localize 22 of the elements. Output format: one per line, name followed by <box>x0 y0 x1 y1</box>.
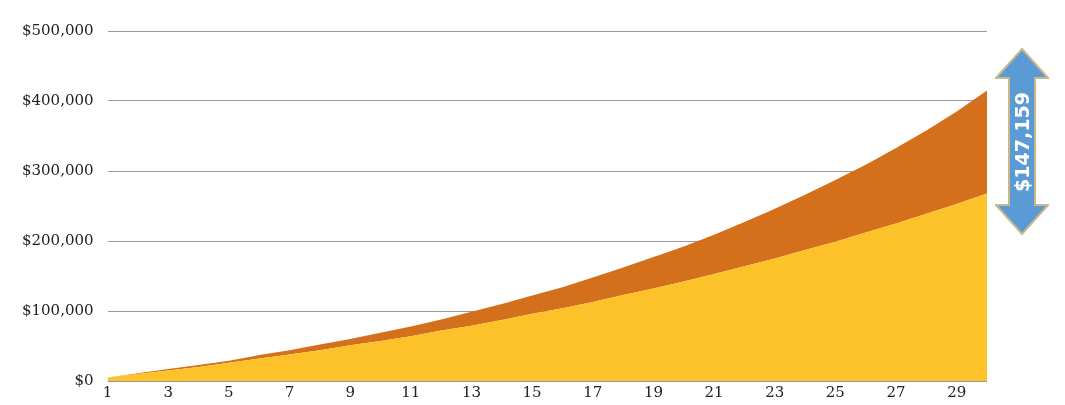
x-tick-label: 13 <box>461 382 482 401</box>
x-tick-label: 17 <box>583 382 603 401</box>
y-tick-label: $200,000 <box>21 230 94 249</box>
y-tick-label: $400,000 <box>21 90 94 109</box>
x-tick-label: 11 <box>401 382 421 401</box>
x-tick-label: 27 <box>886 382 906 401</box>
x-tick-label: 29 <box>947 382 967 401</box>
y-tick-label: $0 <box>74 370 94 389</box>
y-tick-label: $500,000 <box>21 20 94 39</box>
y-tick-label: $100,000 <box>21 300 94 319</box>
y-tick-label: $300,000 <box>21 160 94 179</box>
x-tick-label: 21 <box>704 382 724 401</box>
x-tick-label: 19 <box>643 382 663 401</box>
x-tick-label: 7 <box>284 382 295 401</box>
x-tick-label: 9 <box>345 382 355 401</box>
x-tick-label: 3 <box>163 382 173 401</box>
x-tick-label: 23 <box>765 382 785 401</box>
x-tick-label: 15 <box>522 382 542 401</box>
annotation: $147,159 <box>1011 91 1033 192</box>
x-tick-label: 25 <box>825 382 845 401</box>
x-tick-label: 1 <box>102 382 113 401</box>
x-tick-label: 5 <box>224 382 234 401</box>
